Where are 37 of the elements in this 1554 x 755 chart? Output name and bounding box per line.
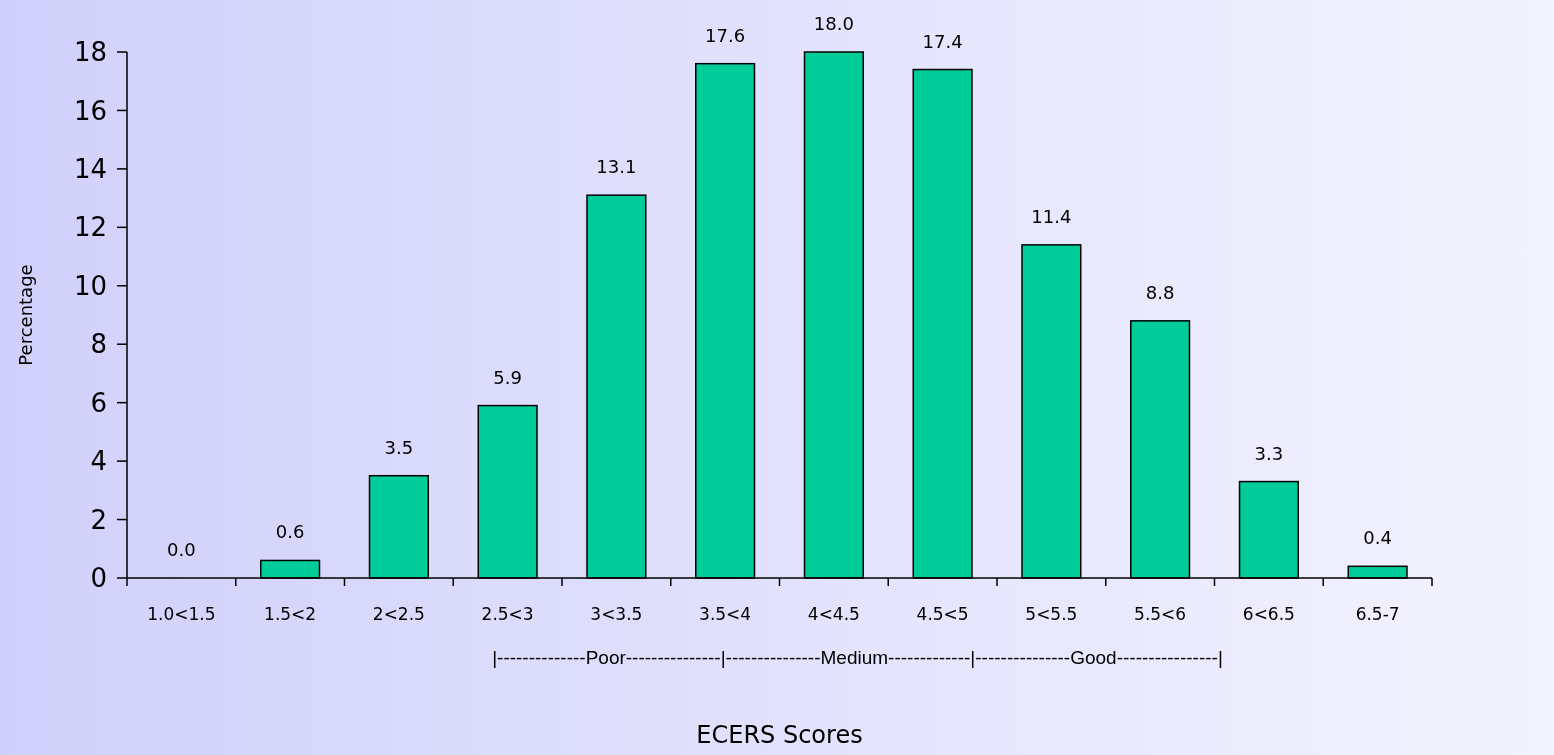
x-tick-label: 5.5<6 [1134, 604, 1187, 624]
x-tick-label: 2.5<3 [481, 604, 534, 624]
data-label: 3.3 [1254, 442, 1284, 464]
data-label: 0.0 [167, 539, 196, 560]
y-tick-label: 8 [90, 329, 107, 360]
text: |--------------Poor---------------|---------------Medium-------------|---------------Good----------------| [492, 647, 1223, 668]
y-tick-label: 2 [90, 504, 107, 535]
x-tick-label: 3<3.5 [590, 604, 643, 624]
x-tick-label: 1.5<2 [264, 604, 317, 624]
data-label: 17.4 [922, 30, 963, 52]
x-tick-label: 1.0<1.5 [147, 604, 216, 624]
y-tick-label: 14 [73, 153, 107, 184]
data-label: 17.6 [705, 24, 746, 46]
data-label: 5.9 [493, 366, 522, 388]
x-tick-label: 6.5-7 [1355, 604, 1400, 624]
data-label: 13.1 [596, 156, 637, 178]
x-tick-label: 6<6.5 [1242, 604, 1295, 624]
y-tick-label: 10 [73, 270, 107, 301]
y-tick-label: 18 [73, 37, 107, 68]
y-axis-title: Percentage [15, 264, 36, 366]
data-label: 3.5 [384, 436, 414, 458]
x-tick-label: 4<4.5 [807, 604, 860, 624]
x-tick-label: 3.5<4 [699, 604, 752, 624]
data-label: 11.4 [1031, 205, 1072, 227]
y-tick-label: 0 [90, 563, 107, 594]
data-label: 18.0 [813, 13, 854, 34]
x-tick-label: 2<2.5 [372, 604, 425, 624]
data-label: 0.4 [1363, 527, 1392, 549]
y-tick-label: 12 [73, 212, 107, 243]
y-tick-label: 4 [90, 446, 107, 477]
data-label: 8.8 [1145, 281, 1175, 303]
x-tick-label: 5<5.5 [1025, 604, 1078, 624]
y-tick-label: 16 [73, 95, 107, 126]
x-tick-label: 4.5<5 [916, 604, 969, 624]
x-axis-title: ECERS Scores [696, 721, 863, 749]
data-label: 0.6 [275, 521, 305, 543]
y-tick-label: 6 [90, 387, 107, 418]
